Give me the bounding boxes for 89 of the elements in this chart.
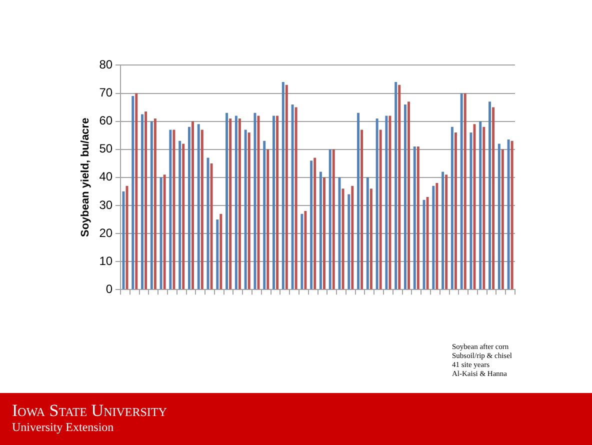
- bar: [501, 149, 504, 290]
- bar: [450, 126, 454, 290]
- bar: [263, 140, 266, 290]
- bar: [282, 82, 284, 290]
- bar: [319, 172, 322, 290]
- y-tick-label: 30: [99, 198, 113, 212]
- bar: [234, 116, 238, 290]
- bar: [135, 93, 138, 290]
- text: Iowa State University: [12, 401, 167, 420]
- bar: [310, 160, 313, 290]
- bar: [248, 132, 250, 290]
- y-axis-title: Soybean yield, bu/acre: [80, 118, 92, 238]
- bar: [169, 130, 172, 290]
- bar: [300, 214, 304, 290]
- bar: [442, 172, 444, 290]
- bar: [272, 116, 275, 290]
- bar: [357, 112, 360, 290]
- bar: [470, 132, 472, 290]
- bar: [416, 146, 420, 290]
- bar: [200, 130, 204, 290]
- y-tick-label: 10: [99, 254, 113, 268]
- bar: [160, 177, 162, 290]
- bar: [464, 93, 466, 290]
- bar: [150, 121, 153, 290]
- bar: [172, 130, 176, 290]
- bar: [216, 219, 219, 290]
- bar: [182, 144, 185, 290]
- bar: [220, 214, 222, 290]
- bar: [254, 112, 256, 290]
- bar: [432, 186, 435, 290]
- bar: [197, 124, 200, 290]
- bar: [413, 146, 416, 290]
- y-tick-label: 80: [99, 58, 113, 72]
- bar: [398, 84, 401, 290]
- bar: [366, 177, 369, 290]
- bar: [498, 144, 500, 290]
- bar: [376, 118, 378, 290]
- bar: [291, 104, 294, 290]
- bar: [488, 102, 491, 290]
- bar: [314, 158, 316, 290]
- bar: [144, 111, 148, 290]
- bar: [192, 121, 194, 290]
- bar: [479, 121, 482, 290]
- bar: [385, 116, 388, 290]
- bar: [226, 112, 228, 290]
- bar: [388, 116, 392, 290]
- bar: [229, 118, 232, 290]
- bar: [294, 107, 298, 290]
- bar: [210, 163, 213, 290]
- bar: [394, 82, 398, 290]
- bar: [507, 140, 510, 290]
- bar: [445, 174, 448, 290]
- bar: [132, 96, 134, 290]
- bar: [328, 149, 332, 290]
- bar: [244, 130, 247, 290]
- bar: [482, 126, 486, 290]
- bar: [510, 140, 514, 290]
- bar: [360, 130, 364, 290]
- bar: [266, 149, 270, 290]
- bar: [285, 84, 288, 290]
- y-tick-label: 60: [99, 114, 113, 128]
- bar: [426, 197, 429, 290]
- bar: [454, 132, 457, 290]
- bar: [188, 126, 190, 290]
- bar: [141, 114, 144, 290]
- bar: [351, 186, 354, 290]
- bar: [379, 130, 382, 290]
- y-tick-label: 50: [99, 142, 113, 156]
- bar: [178, 140, 182, 290]
- y-tick-label: 40: [99, 170, 113, 184]
- bar: [304, 211, 307, 290]
- bar: [370, 188, 372, 290]
- bar: [154, 118, 156, 290]
- bar: [436, 183, 438, 290]
- bar: [404, 104, 406, 290]
- bar: [460, 93, 463, 290]
- bar: [408, 102, 410, 290]
- bar: [276, 116, 279, 290]
- y-tick-label: 0: [106, 282, 113, 296]
- bar: [323, 177, 326, 290]
- y-tick-label: 70: [99, 86, 113, 100]
- bar: [332, 149, 335, 290]
- y-tick-label: 20: [99, 226, 113, 240]
- bar: [492, 107, 495, 290]
- bar: [163, 174, 166, 290]
- text: University Extension: [12, 420, 114, 434]
- bar: [422, 200, 426, 290]
- bar: [238, 118, 241, 290]
- bar: [348, 194, 350, 290]
